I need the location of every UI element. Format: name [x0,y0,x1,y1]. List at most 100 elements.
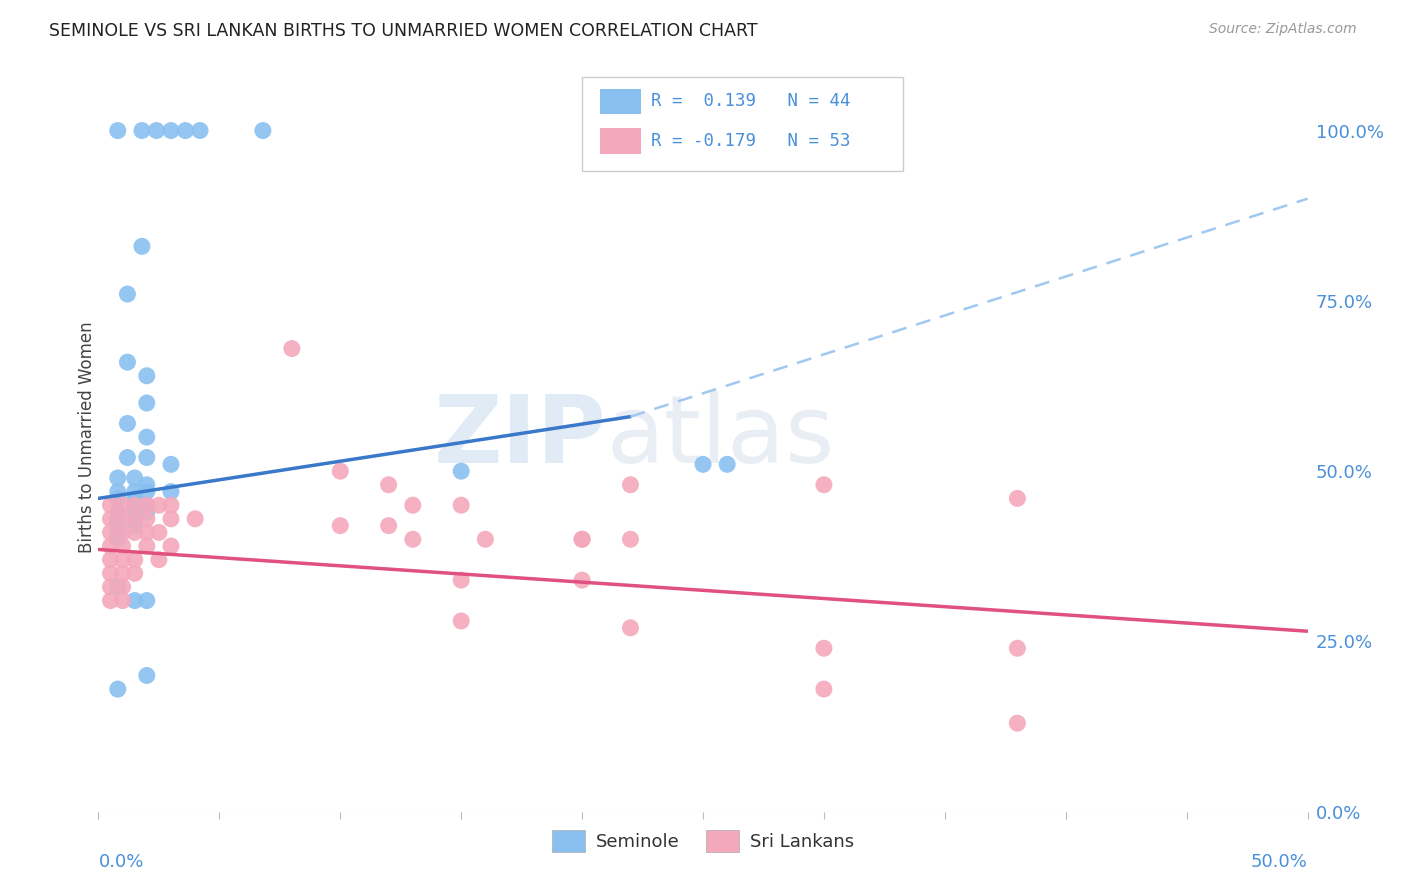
Point [124,484,146,499]
Point [124,512,146,526]
Point [135,396,157,410]
Point [160,458,183,472]
Point [174,123,197,137]
Point [117,355,139,369]
Point [107,491,129,506]
Point [131,239,153,253]
Point [124,512,146,526]
Point [124,593,146,607]
Point [135,668,157,682]
Point [100,593,122,607]
Point [377,477,399,491]
Point [117,450,139,465]
Point [124,518,146,533]
Point [329,518,352,533]
Point [135,498,157,512]
Point [124,566,146,581]
Point [450,614,472,628]
Point [692,458,714,472]
Point [124,505,146,519]
Point [619,477,641,491]
Point [107,505,129,519]
Point [160,539,183,553]
Point [111,539,134,553]
Point [111,498,134,512]
FancyBboxPatch shape [582,78,903,171]
Point [188,123,211,137]
Text: R = -0.179   N = 53: R = -0.179 N = 53 [651,132,851,150]
Point [135,539,157,553]
Point [402,533,425,547]
Point [107,471,129,485]
Point [619,533,641,547]
Point [160,484,183,499]
Point [135,484,157,499]
Point [1007,491,1029,506]
Point [111,580,134,594]
Point [107,484,129,499]
Text: SEMINOLE VS SRI LANKAN BIRTHS TO UNMARRIED WOMEN CORRELATION CHART: SEMINOLE VS SRI LANKAN BIRTHS TO UNMARRI… [49,22,758,40]
Text: 0.0%: 0.0% [98,853,143,871]
Point [131,123,153,137]
Point [111,512,134,526]
Point [107,525,129,540]
Point [1007,716,1029,731]
Text: ZIP: ZIP [433,391,606,483]
Text: 50.0%: 50.0% [1251,853,1308,871]
Point [160,123,183,137]
Point [813,641,835,656]
Point [716,458,738,472]
Point [117,417,139,431]
Point [402,498,425,512]
Point [107,682,129,697]
FancyBboxPatch shape [600,128,641,153]
Point [135,450,157,465]
Point [100,498,122,512]
Point [124,552,146,566]
Point [124,498,146,512]
Point [281,342,304,356]
FancyBboxPatch shape [600,88,641,114]
Point [571,533,593,547]
Point [145,123,167,137]
Point [124,491,146,506]
Point [107,512,129,526]
Text: R =  0.139   N = 44: R = 0.139 N = 44 [651,93,851,111]
Point [135,430,157,444]
Point [377,518,399,533]
Point [135,593,157,607]
Point [107,533,129,547]
Point [813,682,835,697]
Point [450,498,472,512]
Point [111,552,134,566]
Point [450,464,472,478]
Point [107,580,129,594]
Point [135,505,157,519]
Point [111,525,134,540]
Legend: Seminole, Sri Lankans: Seminole, Sri Lankans [546,822,860,859]
Point [135,525,157,540]
Point [148,552,170,566]
Point [135,477,157,491]
Point [571,573,593,587]
Point [100,512,122,526]
Point [184,512,207,526]
Point [148,525,170,540]
Point [813,477,835,491]
Point [100,580,122,594]
Point [111,566,134,581]
Point [148,498,170,512]
Point [1007,641,1029,656]
Point [160,498,183,512]
Point [117,287,139,301]
Point [135,512,157,526]
Point [329,464,352,478]
Point [100,525,122,540]
Point [124,471,146,485]
Point [474,533,496,547]
Point [107,518,129,533]
Point [619,621,641,635]
Point [135,368,157,383]
Point [124,525,146,540]
Point [100,566,122,581]
